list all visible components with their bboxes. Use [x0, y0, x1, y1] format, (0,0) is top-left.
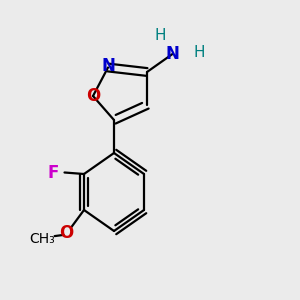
Text: N: N	[101, 57, 115, 75]
Text: O: O	[86, 87, 100, 105]
Text: F: F	[47, 164, 59, 181]
Text: O: O	[59, 224, 73, 242]
Text: N: N	[166, 45, 179, 63]
Text: H: H	[194, 45, 205, 60]
Text: CH₃: CH₃	[30, 232, 56, 246]
Text: H: H	[155, 28, 166, 44]
